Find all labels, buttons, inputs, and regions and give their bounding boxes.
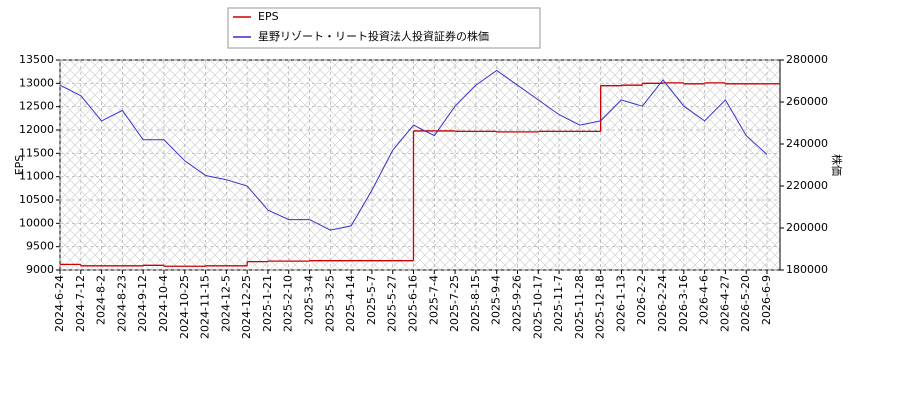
x-tick-label: 2025-2-10 bbox=[282, 275, 295, 332]
x-tick-label: 2025-5-27 bbox=[386, 275, 399, 332]
x-tick-label: 2025-3-4 bbox=[303, 275, 316, 325]
x-tick-label: 2025-8-15 bbox=[469, 275, 482, 332]
x-tick-label: 2025-4-14 bbox=[344, 275, 357, 332]
x-tick-label: 2024-12-25 bbox=[240, 275, 253, 339]
y2-axis-label: 株価 bbox=[830, 154, 844, 176]
x-tick-label: 2026-6-9 bbox=[760, 275, 773, 325]
x-tick-label: 2024-10-25 bbox=[178, 275, 191, 339]
x-tick-label: 2025-11-28 bbox=[573, 275, 586, 339]
x-tick-label: 2026-5-20 bbox=[739, 275, 752, 332]
y2-tick-label: 240000 bbox=[786, 137, 828, 150]
x-tick-label: 2024-9-12 bbox=[136, 275, 149, 332]
x-tick-label: 2025-11-7 bbox=[552, 275, 565, 332]
x-tick-label: 2025-7-25 bbox=[448, 275, 461, 332]
y2-tick-label: 180000 bbox=[786, 263, 828, 276]
x-tick-label: 2024-11-15 bbox=[199, 275, 212, 339]
x-tick-label: 2026-1-13 bbox=[614, 275, 627, 332]
x-tick-label: 2025-9-4 bbox=[490, 275, 503, 325]
x-tick-label: 2024-8-23 bbox=[115, 275, 128, 332]
x-tick-label: 2024-8-2 bbox=[95, 275, 108, 325]
x-tick-label: 2024-7-12 bbox=[74, 275, 87, 332]
y-tick-label: 13500 bbox=[19, 53, 54, 66]
y-tick-label: 9500 bbox=[26, 240, 54, 253]
y-tick-label: 13000 bbox=[19, 76, 54, 89]
x-tick-label: 2024-12-5 bbox=[219, 275, 232, 332]
x-tick-label: 2026-4-27 bbox=[718, 275, 731, 332]
y2-tick-label: 260000 bbox=[786, 95, 828, 108]
y-tick-label: 11500 bbox=[19, 146, 54, 159]
x-tick-label: 2025-10-17 bbox=[531, 275, 544, 339]
legend-label: EPS bbox=[258, 10, 279, 23]
x-tick-label: 2025-3-25 bbox=[323, 275, 336, 332]
legend: EPS 星野リゾート・リート投資法人投資証券の株価 bbox=[227, 7, 541, 49]
x-tick-label: 2025-7-4 bbox=[427, 275, 440, 325]
y-tick-label: 11000 bbox=[19, 170, 54, 183]
x-tick-label: 2026-4-6 bbox=[698, 275, 711, 325]
x-tick-label: 2026-3-16 bbox=[677, 275, 690, 332]
y-axis-label: EPS bbox=[13, 155, 26, 176]
x-tick-label: 2026-2-2 bbox=[635, 275, 648, 325]
x-tick-label: 2025-6-16 bbox=[407, 275, 420, 332]
y-tick-label: 9000 bbox=[26, 263, 54, 276]
x-tick-label: 2025-12-18 bbox=[594, 275, 607, 339]
y-tick-label: 12500 bbox=[19, 100, 54, 113]
x-tick-label: 2025-9-26 bbox=[510, 275, 523, 332]
y-tick-label: 10500 bbox=[19, 193, 54, 206]
y-tick-label: 12000 bbox=[19, 123, 54, 136]
x-tick-label: 2024-6-24 bbox=[53, 275, 66, 332]
x-tick-label: 2024-10-4 bbox=[157, 275, 170, 332]
y2-tick-label: 200000 bbox=[786, 221, 828, 234]
y2-tick-label: 220000 bbox=[786, 179, 828, 192]
legend-label: 星野リゾート・リート投資法人投資証券の株価 bbox=[258, 29, 489, 43]
x-tick-label: 2025-1-21 bbox=[261, 275, 274, 332]
legend-box bbox=[227, 7, 541, 49]
price-line bbox=[59, 69, 768, 231]
y2-tick-label: 280000 bbox=[786, 53, 828, 66]
x-tick-label: 2026-2-24 bbox=[656, 275, 669, 332]
x-tick-label: 2025-5-7 bbox=[365, 275, 378, 325]
y-tick-label: 10000 bbox=[19, 216, 54, 229]
plot-background bbox=[60, 60, 780, 270]
